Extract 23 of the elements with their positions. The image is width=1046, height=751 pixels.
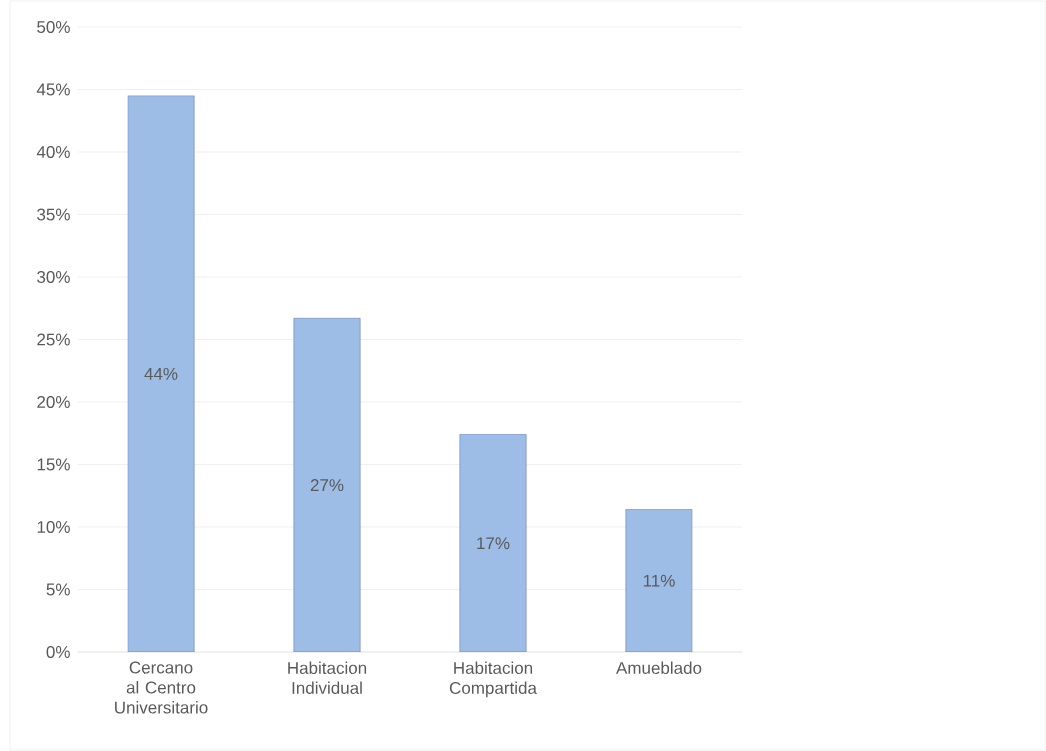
- y-tick-label: 50%: [37, 20, 70, 34]
- y-tick-label: 20%: [37, 395, 70, 409]
- bar: [127, 95, 195, 652]
- bar: [293, 318, 361, 652]
- y-tick-label: 25%: [37, 333, 70, 346]
- y-tick-label: 40%: [36, 145, 70, 159]
- bar: [459, 434, 527, 652]
- y-tick-label: 30%: [37, 270, 70, 284]
- x-tick-label: Amueblado: [616, 661, 702, 675]
- bar: [625, 509, 693, 652]
- y-tick-label: 35%: [37, 208, 70, 221]
- data-label: 27%: [310, 479, 344, 492]
- data-label: 11%: [643, 574, 675, 587]
- data-label: 44%: [144, 367, 178, 380]
- y-tick-label: 5%: [46, 583, 70, 596]
- y-tick-label: 15%: [37, 458, 70, 471]
- x-tick-label: Habitacion Compartida: [449, 661, 537, 698]
- y-tick-label: 0%: [46, 645, 70, 659]
- data-label: 17%: [477, 537, 510, 550]
- x-tick-label: Cercano al Centro Universitario: [115, 661, 208, 714]
- y-tick-label: 10%: [37, 520, 70, 534]
- x-tick-label: Habitacion Individual: [288, 661, 367, 695]
- y-tick-label: 45%: [36, 83, 70, 96]
